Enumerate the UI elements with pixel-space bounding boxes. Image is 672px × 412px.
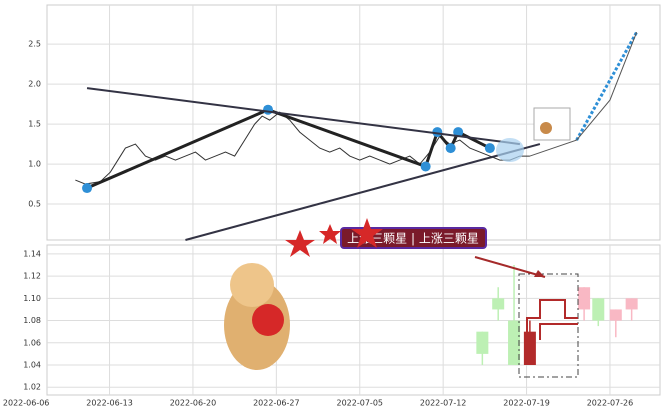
x-tick-label: 2022-06-27 (253, 399, 300, 408)
y-tick-label: 1.14 (23, 249, 41, 258)
series-line (86, 87, 521, 146)
arrow-head (534, 270, 545, 277)
candle-body (609, 309, 622, 321)
x-tick-label: 2022-07-19 (503, 399, 550, 408)
point-marker (263, 104, 274, 115)
banner-text: 上涨三颗星 | 上涨三颗星 (347, 231, 479, 246)
sticker-dog (540, 122, 552, 134)
y-tick-label: 1.04 (23, 361, 41, 370)
x-tick-label: 2022-06-20 (170, 399, 217, 408)
y-tick-label: 1.08 (23, 316, 41, 325)
x-tick-label: 2022-07-26 (587, 399, 634, 408)
candle-body (592, 298, 605, 321)
point-marker (82, 183, 93, 194)
pointer-arrow (474, 256, 546, 278)
x-tick-label: 2022-07-12 (420, 399, 467, 408)
series-line (185, 143, 541, 241)
y-tick-label: 1.5 (28, 120, 41, 129)
x-tick-label: 2022-06-06 (3, 399, 50, 408)
point-marker (453, 127, 464, 138)
signal-steps (526, 299, 578, 360)
bottom-panel (46, 244, 661, 396)
y-tick-label: 2.5 (28, 40, 41, 49)
highlight-circle (496, 138, 524, 162)
candle-body (476, 331, 489, 354)
star (319, 224, 341, 244)
y-tick-label: 1.02 (23, 383, 41, 392)
x-tick-label: 2022-07-05 (337, 399, 384, 408)
sticker (533, 107, 571, 141)
series-line (86, 108, 491, 190)
y-tick-label: 1.0 (28, 160, 41, 169)
y-tick-label: 2.0 (28, 80, 41, 89)
series-line (529, 31, 638, 157)
star (351, 218, 383, 248)
y-tick-label: 1.06 (23, 338, 41, 347)
dog-heart (252, 304, 284, 336)
y-tick-label: 0.5 (28, 200, 41, 209)
candle-body (508, 320, 521, 365)
point-marker (445, 143, 456, 154)
series-line (575, 31, 638, 141)
candle-body (492, 298, 505, 310)
highlight-box (518, 273, 579, 378)
candle-body (523, 331, 536, 365)
dog-head (230, 263, 274, 307)
point-marker (484, 143, 495, 154)
point-marker (420, 161, 431, 172)
x-tick-label: 2022-06-13 (86, 399, 133, 408)
star (285, 230, 315, 257)
candle-body (578, 287, 591, 310)
y-tick-label: 1.12 (23, 272, 41, 281)
y-tick-label: 1.10 (23, 294, 41, 303)
candle-body (625, 298, 638, 310)
